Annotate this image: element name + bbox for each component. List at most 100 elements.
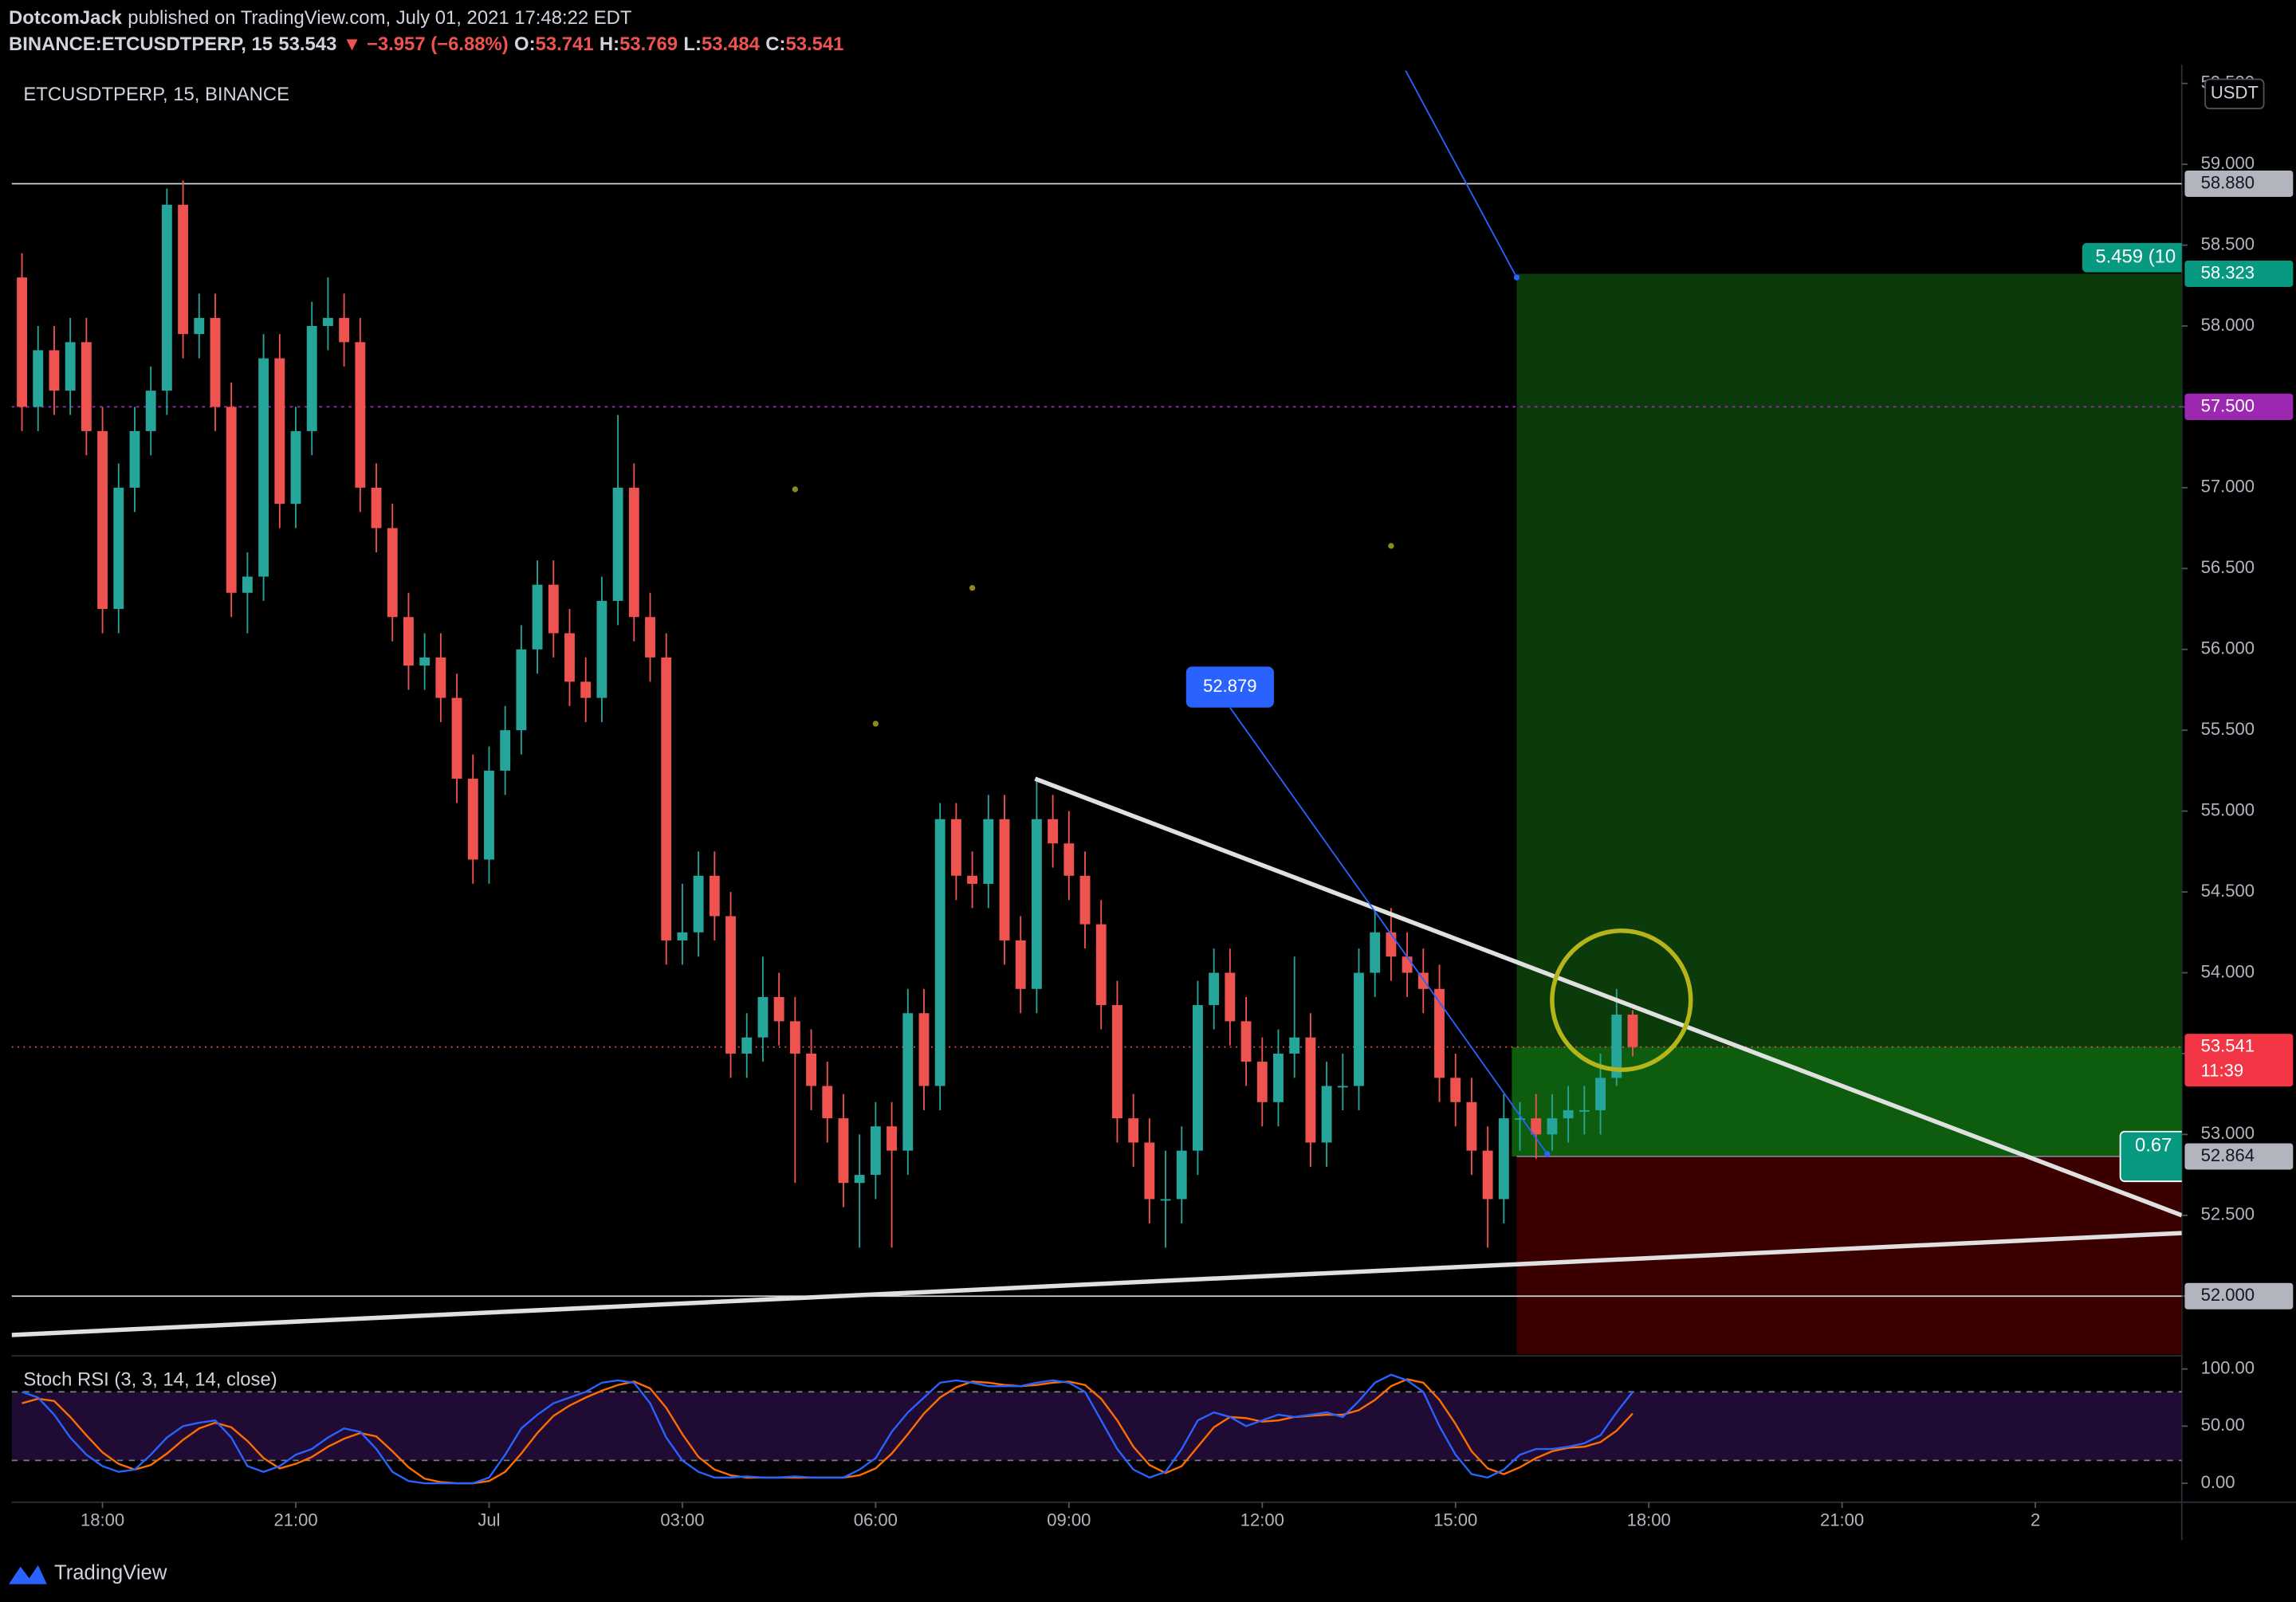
stop-box (2119, 1130, 2182, 1183)
candle-body (661, 657, 672, 940)
candle-body (548, 584, 559, 634)
stop-stats: 0.67 (2135, 1134, 2172, 1156)
candle-body (1321, 1086, 1332, 1143)
stop-zone (1516, 1156, 2182, 1355)
ohlc-key: O: (514, 34, 536, 56)
candle-body (1112, 1005, 1122, 1119)
y-tick-label: 50.00 (2201, 1415, 2245, 1435)
axes: 52.00052.50053.00053.50054.00054.50055.0… (81, 73, 2294, 1530)
candle-body (17, 277, 27, 407)
stoch-k-line (22, 1373, 1634, 1485)
candle-body (1095, 924, 1107, 1006)
currency: USDT (2211, 83, 2259, 103)
currency-box[interactable] (2204, 78, 2265, 110)
candle-body (1531, 1118, 1542, 1135)
candle-body (194, 317, 205, 335)
candle-body (1595, 1078, 1606, 1110)
candle-body (1482, 1150, 1493, 1200)
candle-body (806, 1053, 816, 1086)
x-tick-label: 12:00 (1240, 1510, 1284, 1530)
candle-body (1240, 1021, 1252, 1062)
candle-body (113, 487, 124, 610)
candle-body (258, 358, 269, 577)
level-label-box (2184, 393, 2294, 420)
target-price: 58.323 (2201, 262, 2255, 282)
target-box (2082, 242, 2182, 273)
candle-body (1289, 1037, 1300, 1054)
candle-body (612, 487, 623, 601)
y-tick-label: 56.500 (2201, 557, 2255, 577)
candle-body (596, 600, 607, 698)
symbol: BINANCE:ETCUSDTPERP, 15 (9, 34, 273, 56)
y-tick-label: 52.500 (2201, 1204, 2255, 1224)
y-tick-label: 55.000 (2201, 799, 2255, 819)
candle-body (789, 1021, 800, 1054)
x-tick-label: 18:00 (1627, 1510, 1671, 1530)
candle-body (1128, 1118, 1139, 1143)
dot (792, 486, 799, 493)
candle-body (451, 697, 462, 779)
candle-body (81, 342, 92, 431)
x-tick-label: 03:00 (660, 1510, 704, 1530)
candle-body (1434, 988, 1445, 1078)
candle-body (983, 819, 994, 884)
candle-body (934, 819, 946, 1086)
candle-body (1578, 1109, 1590, 1112)
candle-body (500, 730, 511, 771)
main-pane: 52.879 5.459 (10 0.67 (11, 70, 2182, 1355)
candle-body (419, 657, 431, 666)
candle-body (967, 875, 978, 884)
ohlc-value: 53.741 (536, 34, 594, 56)
brand: TradingView (54, 1562, 167, 1584)
candle-body (1193, 1005, 1203, 1151)
level-label: 58.880 (2201, 172, 2255, 192)
candle-body (950, 819, 961, 876)
candle-body (49, 350, 60, 391)
anchor (1513, 274, 1520, 281)
candle-body (226, 406, 237, 593)
x-tick-label: 09:00 (1047, 1510, 1091, 1530)
highlight-ellipse (1550, 929, 1693, 1072)
chart-title: ETCUSDTPERP, 15, BINANCE (23, 84, 289, 105)
y-tick-label: 54.500 (2201, 881, 2255, 901)
candle-body (628, 487, 639, 618)
author: DotcomJack (9, 7, 123, 29)
candle-body (1256, 1062, 1268, 1102)
y-tick-label: 57.000 (2201, 477, 2255, 497)
candle-body (645, 617, 655, 658)
candle-body (1498, 1118, 1509, 1200)
candle-body (677, 932, 688, 940)
candle-body (1031, 819, 1042, 989)
candle-body (1209, 972, 1220, 1006)
quote-line: BINANCE:ETCUSDTPERP, 15 53.543 ▼ −3.957 (−… (9, 34, 843, 56)
target-stats: 5.459 (10 (2095, 246, 2176, 268)
trendline (1405, 70, 1518, 278)
x-tick-label: 15:00 (1433, 1510, 1477, 1530)
candle-body (564, 633, 575, 682)
last-price-box (2184, 1034, 2294, 1087)
candle-body (870, 1126, 881, 1176)
candle-body (757, 996, 769, 1038)
callout-box (1185, 666, 1274, 708)
candle-body (274, 358, 285, 505)
candle-body (65, 342, 76, 391)
candle-body (1079, 875, 1091, 925)
candle-body (1450, 1078, 1461, 1102)
y-tick-label: 54.000 (2201, 961, 2255, 981)
candle-body (1160, 1199, 1171, 1201)
candle-body (403, 617, 414, 666)
candle-body (1627, 1015, 1638, 1047)
x-tick-label: 18:00 (81, 1510, 124, 1530)
candle-body (355, 342, 366, 488)
callout-line (1229, 707, 1548, 1155)
level-label: 57.500 (2201, 395, 2255, 415)
level-label: 52.000 (2201, 1285, 2255, 1305)
y-tick-label: 53.000 (2201, 1123, 2255, 1143)
candle-body (902, 1013, 914, 1151)
x-tick-label: Jul (478, 1510, 500, 1530)
candle-body (484, 770, 494, 860)
ohlc-key: L: (683, 34, 702, 56)
candle-body (1048, 819, 1059, 844)
